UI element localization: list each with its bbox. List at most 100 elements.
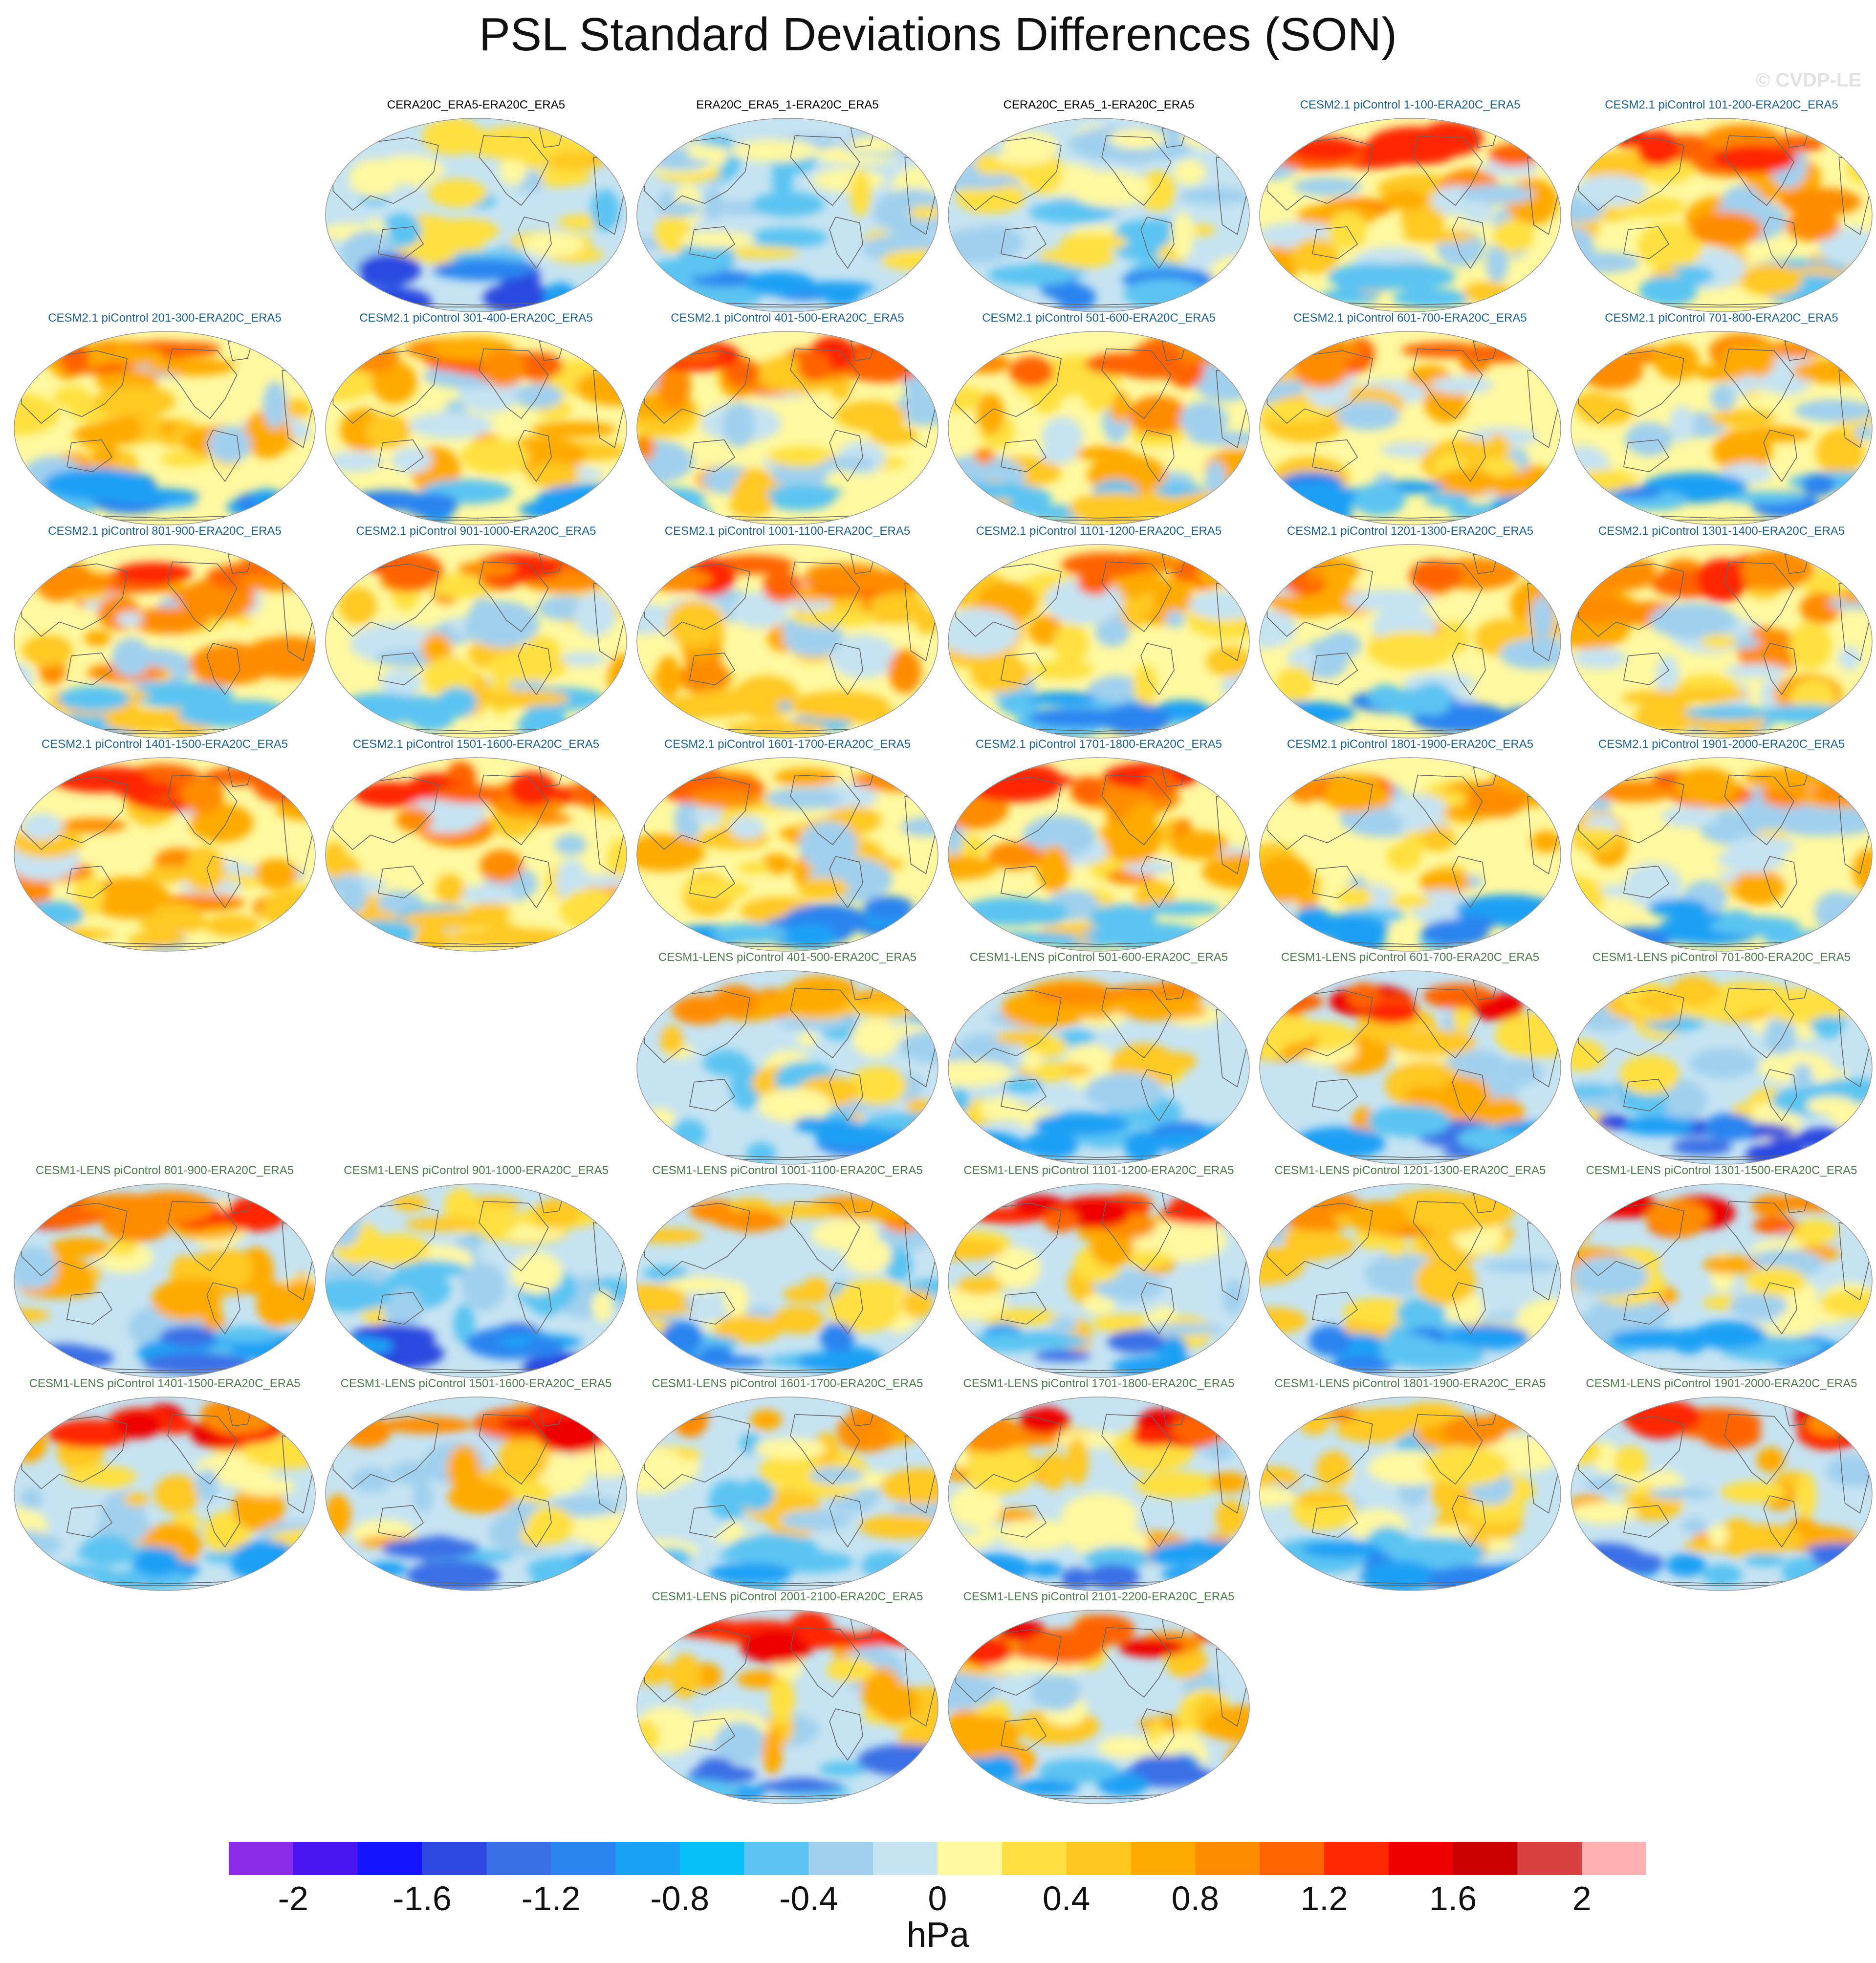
coastline — [1101, 1414, 1172, 1484]
northern-anomaly — [1744, 767, 1832, 790]
northern-anomaly — [380, 552, 444, 590]
coastline — [1763, 1495, 1797, 1548]
coastline — [955, 1202, 1062, 1276]
map-outline — [1571, 331, 1873, 525]
panel-title: CESM2.1 piControl 1701-1800-ERA20C_ERA5 — [975, 738, 1222, 751]
colorbar-tick-label: 2 — [1572, 1879, 1592, 1915]
coastline — [955, 563, 1062, 637]
anomaly-blob — [821, 457, 875, 471]
northern-anomaly — [481, 349, 526, 388]
panel-title: CESM2.1 piControl 1101-1200-ERA20C_ERA5 — [976, 524, 1222, 538]
anomaly-blob — [780, 1510, 851, 1531]
anomaly-blob — [59, 818, 127, 833]
coastline — [790, 348, 860, 419]
anomaly-blob — [1839, 894, 1867, 931]
coastline — [21, 1202, 128, 1276]
coastline — [1001, 226, 1047, 259]
northern-anomaly — [1276, 560, 1309, 590]
coastline — [955, 137, 1062, 211]
anomaly-blob — [1039, 247, 1115, 269]
map-outline — [1571, 1396, 1873, 1591]
northern-anomaly — [1675, 767, 1736, 805]
southern-anomaly — [1157, 1335, 1188, 1364]
southern-anomaly — [1701, 1564, 1743, 1587]
northern-anomaly — [148, 358, 236, 376]
coastline — [644, 1629, 750, 1702]
map-outline — [1571, 544, 1873, 739]
northern-anomaly — [774, 768, 838, 786]
coastline — [689, 653, 735, 685]
anomaly-blob — [461, 1263, 506, 1311]
anomaly-blob — [809, 1466, 864, 1484]
northern-anomaly — [1109, 129, 1166, 149]
northern-anomaly — [775, 981, 850, 1016]
panel-title: CERA20C_ERA5_1-ERA20C_ERA5 — [1003, 98, 1195, 111]
coastline — [479, 1200, 549, 1271]
northern-anomaly — [1769, 1194, 1857, 1211]
coastline — [829, 856, 863, 908]
anomaly-blob — [511, 1252, 563, 1294]
northern-anomaly — [341, 1416, 392, 1448]
global-map — [1259, 1183, 1561, 1378]
anomaly-blob — [262, 381, 287, 429]
anomaly-blob — [1104, 816, 1161, 864]
anomaly-blob — [1144, 1218, 1227, 1262]
colorbar-tick-label: 1.6 — [1429, 1879, 1477, 1915]
northern-anomaly — [1493, 760, 1541, 792]
anomaly-blob — [771, 1306, 825, 1334]
anomaly-blob — [1468, 1498, 1526, 1524]
northern-anomaly — [1198, 555, 1228, 589]
coastline — [1001, 1505, 1047, 1538]
anomaly-blob — [1636, 441, 1658, 457]
coastline — [167, 348, 238, 419]
coastline — [1140, 1282, 1175, 1334]
southern-anomaly — [1302, 1540, 1383, 1558]
northern-anomaly — [1742, 573, 1804, 589]
panel-title: ERA20C_ERA5_1-ERA20C_ERA5 — [696, 98, 879, 111]
map-panel: CESM2.1 piControl 1001-1100-ERA20C_ERA5 — [632, 524, 943, 739]
coastline — [1312, 1505, 1358, 1538]
map-panel: CESM1-LENS piControl 1201-1300-ERA20C_ER… — [1254, 1163, 1566, 1378]
coastline — [206, 1495, 240, 1548]
northern-anomaly — [1143, 769, 1177, 799]
anomaly-blob — [659, 1025, 684, 1054]
coastline — [790, 1414, 860, 1484]
coastline — [378, 439, 424, 472]
colorbar-tick-label: -0.8 — [650, 1879, 709, 1915]
global-map — [948, 118, 1250, 312]
southern-anomaly — [1740, 264, 1803, 296]
coastline — [378, 226, 424, 259]
map-panel: CESM2.1 piControl 901-1000-ERA20C_ERA5 — [320, 524, 632, 739]
anomaly-blob — [749, 227, 829, 248]
anomaly-blob — [1179, 401, 1228, 439]
anomaly-blob — [485, 652, 567, 682]
southern-anomaly — [354, 491, 431, 504]
anomaly-blob — [20, 1487, 43, 1510]
map-panel: CERA20C_ERA5-ERA20C_ERA5 — [320, 98, 632, 312]
coastline — [66, 439, 112, 472]
panel-title: CESM2.1 piControl 1201-1300-ERA20C_ERA5 — [1287, 524, 1534, 538]
northern-anomaly — [1266, 336, 1352, 364]
anomaly-blob — [1745, 1266, 1806, 1296]
northern-anomaly — [1387, 1189, 1481, 1226]
coastline — [332, 563, 439, 637]
southern-anomaly — [531, 1562, 609, 1591]
anomaly-blob — [714, 1721, 766, 1765]
southern-anomaly — [1023, 1131, 1079, 1159]
anomaly-blob — [1725, 664, 1787, 678]
northern-anomaly — [688, 789, 763, 808]
coastline — [1413, 987, 1483, 1058]
colorbar-swatch — [1324, 1842, 1389, 1875]
anomaly-blob — [448, 1481, 514, 1514]
anomaly-blob — [93, 385, 176, 418]
coastline — [955, 350, 1062, 424]
map-panel: CESM1-LENS piControl 1501-1600-ERA20C_ER… — [320, 1376, 632, 1591]
anomaly-blob — [154, 1475, 200, 1513]
northern-anomaly — [53, 767, 143, 793]
coastline — [66, 1292, 112, 1325]
colorbar-swatch — [808, 1842, 873, 1875]
northern-anomaly — [1335, 1418, 1411, 1442]
anomaly-blob — [523, 232, 584, 257]
northern-anomaly — [1349, 1200, 1409, 1234]
anomaly-blob — [762, 1729, 783, 1775]
